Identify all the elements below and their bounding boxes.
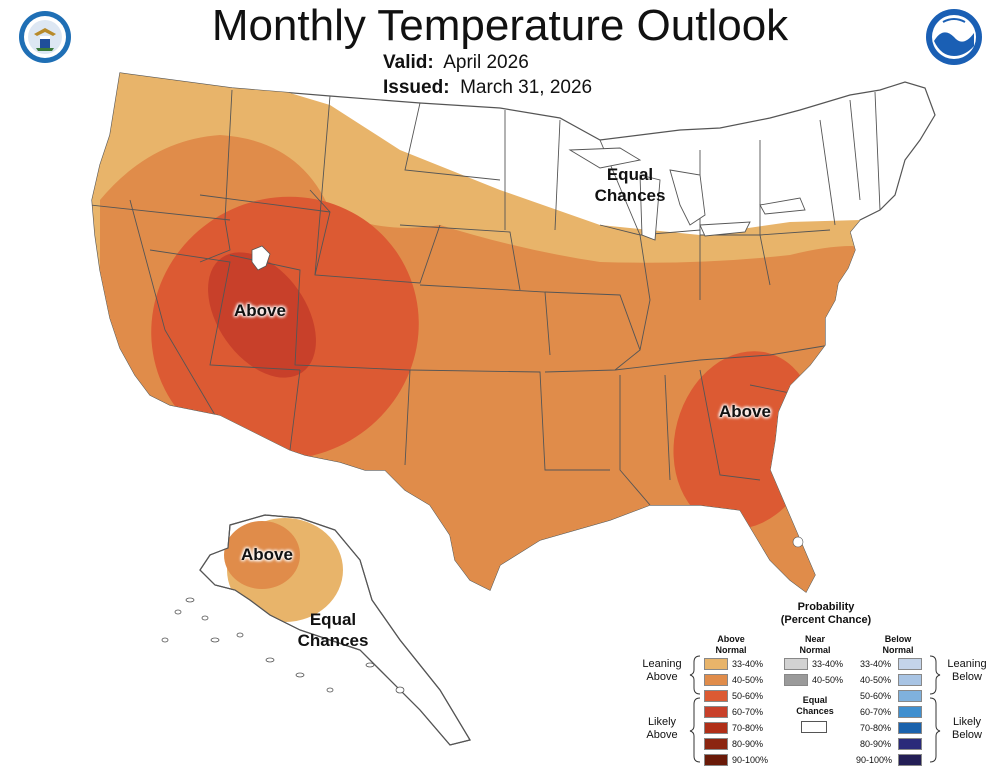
- swatch-above-70-80: [704, 722, 728, 734]
- swatch-above-90-100: [704, 754, 728, 766]
- swatch-below-90-100: [898, 754, 922, 766]
- swatch-above-60-70: [704, 706, 728, 718]
- valid-line: Valid: April 2026: [383, 52, 529, 74]
- issued-label: Issued:: [383, 77, 450, 98]
- label-below-33-40: 33-40%: [860, 659, 892, 669]
- noaa-logo-icon: [926, 9, 982, 65]
- legend-title: Probability (Percent Chance): [780, 601, 872, 626]
- valid-value: April 2026: [443, 52, 529, 73]
- legend: Probability (Percent Chance) Above Norma…: [636, 598, 996, 770]
- label-alaska-equal-chances: Equal Chances: [297, 610, 369, 650]
- swatch-near-33-40: [784, 658, 808, 670]
- swatch-below-80-90: [898, 738, 922, 750]
- label-near-40-50: 40-50%: [812, 675, 844, 685]
- swatch-below-40-50: [898, 674, 922, 686]
- label-near-33-40: 33-40%: [812, 659, 844, 669]
- legend-above-head: Above Normal: [715, 634, 747, 655]
- label-southeast-above: Above: [719, 402, 771, 421]
- label-alaska-above: Above: [241, 545, 293, 564]
- label-west-above: Above: [234, 301, 286, 320]
- legend-leaning-below: Leaning Below: [947, 658, 987, 683]
- swatch-below-70-80: [898, 722, 922, 734]
- legend-brace-above: [689, 655, 701, 763]
- great-lakes: [568, 147, 806, 241]
- label-conus-equal-chances: Equal Chances: [594, 165, 666, 205]
- legend-equal-chances: Equal Chances: [796, 695, 834, 716]
- legend-likely-above: Likely Above: [646, 716, 678, 741]
- contour-40-50-alaska: [224, 521, 300, 589]
- legend-brace-below: [929, 655, 941, 763]
- swatch-below-50-60: [898, 690, 922, 702]
- issued-line: Issued: March 31, 2026: [383, 77, 592, 99]
- page-title: Monthly Temperature Outlook: [211, 1, 789, 50]
- swatch-near-40-50: [784, 674, 808, 686]
- state-borders: [92, 89, 881, 506]
- lake-okeechobee: [792, 536, 804, 548]
- label-below-90-100: 90-100%: [856, 755, 893, 765]
- swatch-above-40-50: [704, 674, 728, 686]
- label-above-40-50: 40-50%: [732, 675, 764, 685]
- swatch-below-33-40: [898, 658, 922, 670]
- label-below-40-50: 40-50%: [860, 675, 892, 685]
- swatch-above-33-40: [704, 658, 728, 670]
- label-below-80-90: 80-90%: [860, 739, 892, 749]
- label-above-80-90: 80-90%: [732, 739, 764, 749]
- swatch-below-60-70: [898, 706, 922, 718]
- legend-leaning-above: Leaning Above: [642, 658, 682, 683]
- label-below-60-70: 60-70%: [860, 707, 892, 717]
- great-salt-lake: [251, 245, 271, 271]
- legend-below-head: Below Normal: [882, 634, 914, 655]
- label-above-70-80: 70-80%: [732, 723, 764, 733]
- issued-value: March 31, 2026: [460, 77, 593, 98]
- label-below-50-60: 50-60%: [860, 691, 892, 701]
- aleutian-islands: [161, 597, 405, 694]
- label-above-33-40: 33-40%: [732, 659, 764, 669]
- label-above-90-100: 90-100%: [732, 755, 769, 765]
- valid-label: Valid:: [383, 52, 434, 73]
- label-below-70-80: 70-80%: [860, 723, 892, 733]
- swatch-equal-chances: [801, 721, 827, 733]
- swatch-above-80-90: [704, 738, 728, 750]
- label-above-60-70: 60-70%: [732, 707, 764, 717]
- doc-seal-icon: [19, 11, 71, 63]
- label-above-50-60: 50-60%: [732, 691, 764, 701]
- swatch-above-50-60: [704, 690, 728, 702]
- legend-near-head: Near Normal: [799, 634, 831, 655]
- contour-60-70-west: [208, 252, 316, 378]
- legend-likely-below: Likely Below: [952, 716, 982, 741]
